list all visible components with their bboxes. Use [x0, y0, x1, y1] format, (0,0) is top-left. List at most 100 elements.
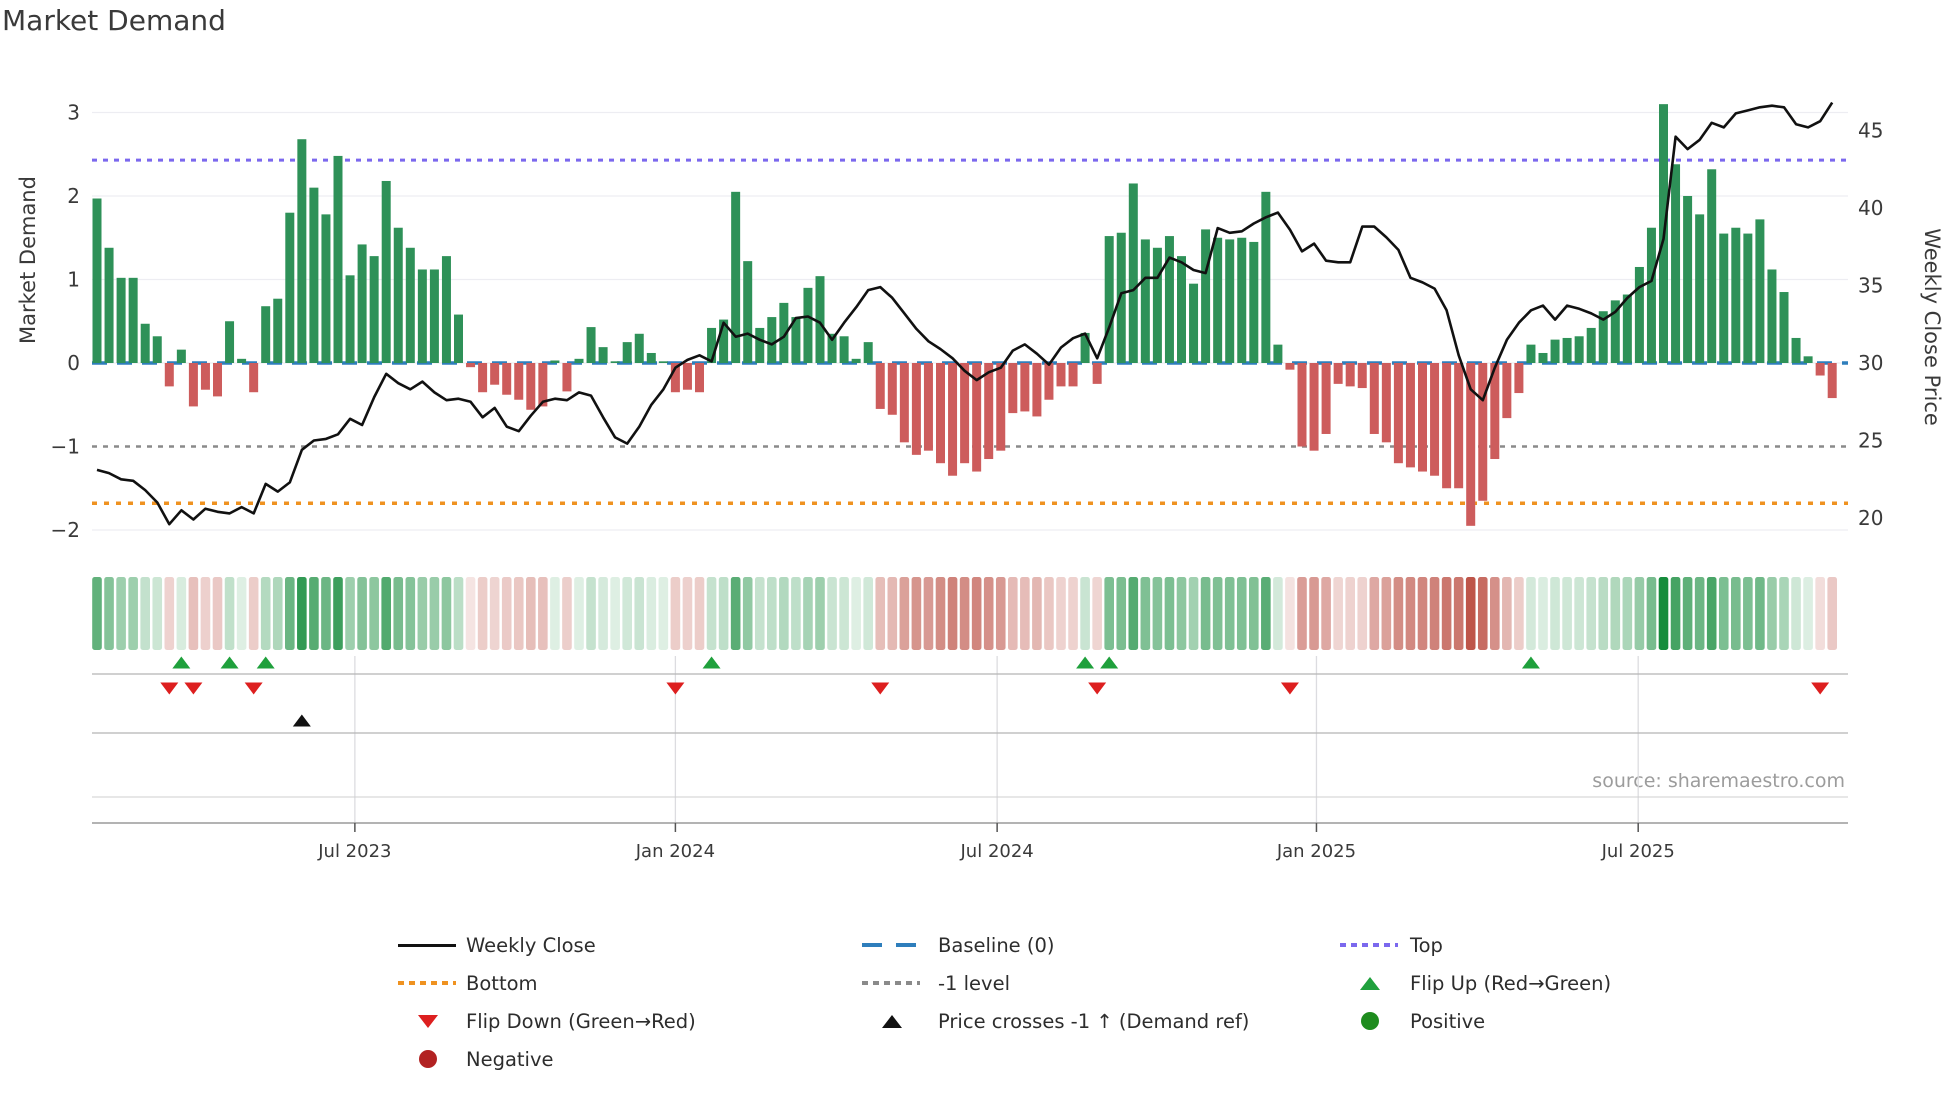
heatmap-cell: [92, 577, 102, 650]
demand-bar-positive: [381, 180, 391, 363]
demand-bar-positive: [1104, 236, 1114, 363]
demand-bar-positive: [1610, 300, 1620, 363]
demand-bar-negative: [1309, 363, 1319, 451]
demand-bar-positive: [791, 317, 801, 363]
heatmap-cell: [188, 577, 199, 650]
demand-bar-positive: [152, 336, 162, 363]
heatmap-cell: [538, 577, 548, 650]
heatmap-cell: [1694, 577, 1705, 650]
heatmap-cell: [742, 577, 753, 650]
dotted-line-swatch: [398, 981, 456, 985]
legend-label: Price crosses -1 ↑ (Demand ref): [938, 1009, 1250, 1033]
y-left-tick-label: −2: [51, 518, 80, 542]
demand-bar-positive: [1586, 327, 1596, 363]
demand-bar-positive: [622, 342, 632, 363]
heatmap-cell: [200, 577, 211, 650]
flip-down-marker: [666, 682, 685, 695]
heatmap-cell: [345, 577, 355, 650]
heatmap-cell: [1490, 577, 1500, 650]
legend-label: Negative: [466, 1047, 554, 1071]
triangle-up-icon: [882, 1014, 902, 1028]
heatmap-cell: [1550, 577, 1560, 650]
heatmap-cell: [562, 577, 572, 650]
demand-bar-negative: [1345, 363, 1355, 387]
demand-bar-positive: [610, 361, 620, 363]
heatmap-cell: [1574, 577, 1584, 650]
y-right-tick-label: 35: [1858, 274, 1883, 298]
flip-up-marker: [702, 656, 721, 669]
demand-bar-negative: [1032, 363, 1042, 417]
demand-bar-negative: [1092, 363, 1102, 384]
heatmap-cell: [1791, 577, 1801, 650]
legend-swatch: [1340, 1008, 1379, 1034]
heatmap-cell: [1176, 577, 1187, 650]
demand-bar-negative: [948, 363, 958, 476]
demand-bar-negative: [490, 363, 500, 385]
demand-bar-positive: [1646, 227, 1656, 363]
source-credit: source: sharemaestro.com: [1592, 770, 1845, 792]
heatmap-cell: [779, 577, 789, 650]
demand-bar-positive: [574, 358, 584, 363]
demand-bar-positive: [863, 342, 873, 363]
flip-up-marker: [172, 656, 191, 669]
heatmap-cell: [285, 577, 295, 650]
heatmap-cell: [1008, 577, 1018, 650]
heatmap-cell: [1092, 577, 1102, 650]
heatmap-cell: [1164, 577, 1175, 650]
heatmap-cell: [791, 577, 801, 650]
demand-bar-negative: [1514, 363, 1524, 394]
demand-bar-positive: [261, 306, 271, 363]
legend-swatch: [862, 970, 920, 996]
demand-bar-negative: [213, 363, 222, 397]
heatmap-cell: [465, 577, 476, 650]
heatmap-cell: [1465, 577, 1476, 650]
demand-bar-positive: [273, 298, 283, 363]
demand-bar-positive: [1574, 336, 1584, 363]
heatmap-cell: [634, 577, 645, 650]
demand-bar-negative: [478, 363, 488, 393]
heatmap-cell: [1345, 577, 1355, 650]
demand-bar-negative: [1393, 363, 1403, 464]
flip-up-marker: [1100, 656, 1119, 669]
heatmap-cell: [140, 577, 150, 650]
demand-bar-negative: [200, 363, 210, 390]
heatmap-cell: [682, 577, 693, 650]
heatmap-cell: [839, 577, 849, 650]
legend-label: Flip Down (Green→Red): [466, 1009, 696, 1033]
demand-bar-positive: [1755, 219, 1765, 363]
demand-bar-positive: [755, 327, 765, 363]
heatmap-cell: [586, 577, 596, 650]
heatmap-cell: [598, 577, 608, 650]
demand-bar-negative: [670, 363, 680, 393]
demand-bar-positive: [767, 317, 777, 363]
heatmap-cell: [658, 577, 669, 650]
y-right-tick-label: 30: [1858, 351, 1883, 375]
demand-bar-positive: [1213, 237, 1223, 363]
demand-bar-negative: [249, 363, 259, 393]
demand-bar-positive: [1550, 339, 1560, 363]
heatmap-cell: [1056, 577, 1066, 650]
demand-bar-positive: [345, 275, 355, 363]
demand-bar-positive: [454, 314, 463, 363]
demand-bar-positive: [321, 214, 331, 363]
heatmap-cell: [995, 577, 1006, 650]
demand-bar-positive: [1803, 356, 1813, 363]
y-right-tick-label: 40: [1858, 196, 1883, 220]
legend-label: Bottom: [466, 971, 538, 995]
flip-down-marker: [871, 682, 890, 695]
heatmap-cell: [1658, 577, 1669, 650]
demand-bar-negative: [682, 363, 692, 390]
heatmap-cell: [887, 577, 898, 650]
heatmap-cell: [550, 577, 560, 650]
demand-bar-positive: [1225, 239, 1235, 363]
legend-swatch: [1340, 970, 1380, 996]
heatmap-cell: [1393, 577, 1404, 650]
heatmap-cell: [1634, 577, 1645, 650]
heatmap-cell: [1767, 577, 1777, 650]
heatmap-cell: [815, 577, 825, 650]
flip-down-marker: [244, 682, 263, 695]
heatmap-cell: [224, 577, 235, 650]
heatmap-cell: [1429, 577, 1440, 650]
demand-bar-positive: [333, 155, 343, 363]
heatmap-cell: [369, 577, 379, 650]
